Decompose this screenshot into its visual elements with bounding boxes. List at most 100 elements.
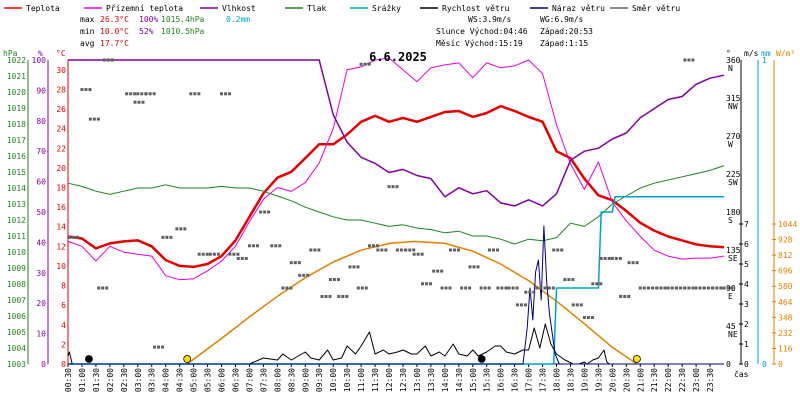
wind-direction-point	[259, 210, 263, 214]
wind-direction-point	[148, 92, 152, 96]
deg-tick-label: 0	[726, 360, 731, 369]
wind-direction-point	[535, 286, 539, 290]
wind-direction-point	[563, 278, 567, 282]
wind-direction-point	[208, 252, 212, 256]
hpa-tick-label: 1005	[7, 328, 26, 337]
x-tick-label: 05:00	[190, 368, 199, 392]
x-tick-label: 09:30	[315, 368, 324, 392]
wind-direction-point	[205, 252, 209, 256]
wind-direction-point	[511, 286, 515, 290]
wm2-unit: W/m²	[776, 49, 795, 58]
x-tick-label: 01:00	[78, 368, 87, 392]
hpa-tick-label: 1003	[7, 360, 26, 369]
hpa-tick-label: 1015	[7, 168, 26, 177]
wind-direction-point	[715, 286, 719, 290]
wind-direction-point	[360, 286, 364, 290]
wind-direction-point	[220, 92, 224, 96]
x-tick-label: 21:00	[636, 368, 645, 392]
deg-dir-label: E	[728, 292, 733, 301]
hpa-tick-label: 1007	[7, 296, 26, 305]
wind-direction-point	[169, 235, 173, 239]
x-tick-label: 04:30	[176, 368, 185, 392]
wind-direction-point	[420, 252, 424, 256]
wind-direction-point	[298, 273, 302, 277]
temp-tick-label: 16	[56, 203, 66, 212]
wind-direction-point	[591, 282, 595, 286]
x-tick-label: 02:00	[106, 368, 115, 392]
wind-direction-point	[631, 261, 635, 265]
wind-direction-point	[488, 248, 492, 252]
pct-tick-label: 70	[36, 147, 46, 156]
wind-direction-point	[638, 286, 642, 290]
stat-max-press: 1015.4hPa	[161, 15, 205, 24]
wind-direction-point	[345, 294, 349, 298]
stat-moon-set: Západ:1:15	[540, 39, 588, 48]
x-tick-label: 23:30	[706, 368, 715, 392]
wind-direction-point	[479, 286, 483, 290]
wind-direction-point	[101, 286, 105, 290]
hpa-tick-label: 1013	[7, 200, 26, 209]
grid	[67, 223, 776, 367]
wind-direction-point	[547, 286, 551, 290]
hpa-tick-label: 1004	[7, 344, 26, 353]
x-tick-label: 21:30	[650, 368, 659, 392]
wind-direction-point	[586, 316, 590, 320]
ms-tick-label: 6	[744, 240, 749, 249]
stat-avg-temp: 17.7°C	[100, 39, 129, 48]
wind-direction-point	[504, 286, 508, 290]
wind-direction-point	[285, 286, 289, 290]
series-tlak	[67, 165, 725, 245]
stat-ws: WS:3.9m/s	[468, 15, 512, 24]
mm-tick-label: 1	[762, 56, 767, 65]
wind-direction-point	[567, 278, 571, 282]
wind-direction-point	[281, 286, 285, 290]
wind-direction-point	[297, 261, 301, 265]
wind-direction-point	[579, 303, 583, 307]
deg-dir-label: SW	[728, 178, 738, 187]
wind-direction-point	[691, 286, 695, 290]
marker-layer	[85, 355, 641, 363]
wind-direction-point	[571, 278, 575, 282]
ms-tick-label: 5	[744, 260, 749, 269]
wind-direction-point	[421, 282, 425, 286]
wind-direction-point	[599, 256, 603, 260]
wind-direction-point	[328, 294, 332, 298]
wm2-tick-label: 928	[778, 236, 793, 245]
wind-direction-point	[224, 92, 228, 96]
wind-direction-point	[496, 286, 500, 290]
wind-direction-point	[157, 345, 161, 349]
wind-direction-point	[88, 88, 92, 92]
temp-tick-label: 28	[56, 85, 66, 94]
deg-tick-label: 180	[726, 208, 741, 217]
series-srazky	[68, 196, 724, 365]
wind-direction-point	[110, 58, 114, 62]
hpa-tick-label: 1008	[7, 280, 26, 289]
wm2-tick-label: 696	[778, 267, 793, 276]
x-tick-label: 17:30	[539, 368, 548, 392]
wind-direction-point	[655, 286, 659, 290]
wind-direction-point	[384, 248, 388, 252]
wm2-tick-label: 232	[778, 329, 793, 338]
x-tick-label: 18:00	[553, 368, 562, 392]
wind-direction-point	[543, 286, 547, 290]
wind-direction-point	[240, 256, 244, 260]
temp-unit: °C	[56, 49, 66, 58]
wind-direction-point	[391, 185, 395, 189]
wind-direction-point	[102, 58, 106, 62]
ms-tick-label: 3	[744, 300, 749, 309]
wind-direction-point	[468, 286, 472, 290]
ms-tick-label: 2	[744, 320, 749, 329]
wind-direction-point	[523, 303, 527, 307]
x-tick-label: 04:00	[162, 368, 171, 392]
deg-dir-label: S	[728, 216, 733, 225]
stat-sun: Slunce Východ:04:46	[436, 27, 528, 36]
wind-direction-point	[306, 273, 310, 277]
mm-unit: mm	[761, 49, 771, 58]
wind-direction-point	[560, 248, 564, 252]
wind-direction-point	[270, 244, 274, 248]
x-tick-label: 03:00	[134, 368, 143, 392]
wind-direction-point	[320, 294, 324, 298]
x-tick-label: 03:30	[148, 368, 157, 392]
wind-direction-point	[618, 256, 622, 260]
deg-tick-label: 225	[726, 170, 741, 179]
